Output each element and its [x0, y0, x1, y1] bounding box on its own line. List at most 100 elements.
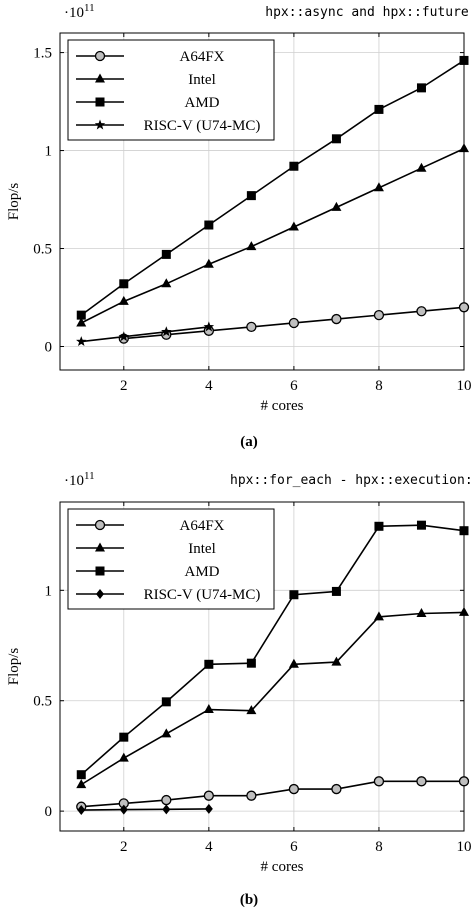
- x-tick-label: 6: [290, 839, 298, 855]
- chart-b: hpx::for_each - hpx::execution::par ·1011…: [6, 470, 474, 908]
- data-point-intel: [118, 752, 129, 762]
- data-point-intel: [416, 608, 427, 618]
- legend-label-a64fx: A64FX: [179, 518, 224, 534]
- legend-marker-a64fx: [94, 50, 106, 62]
- data-point-amd: [246, 191, 256, 201]
- series-group: [76, 520, 470, 816]
- y-axis-multiplier: ·1011: [64, 470, 95, 489]
- data-point-amd: [204, 220, 214, 230]
- legend: A64FX Intel AMD RISC-V (U74-MC): [67, 39, 275, 141]
- data-point-a64fx: [373, 776, 385, 787]
- plot-frame: [59, 501, 465, 832]
- legend-label-a64fx: A64FX: [179, 49, 224, 65]
- data-point-amd: [374, 521, 384, 531]
- data-point-a64fx: [458, 302, 470, 313]
- data-point-intel: [288, 658, 299, 668]
- data-point-intel: [76, 317, 87, 327]
- data-point-risc-v-u74-mc: [204, 803, 213, 814]
- data-point-intel: [246, 241, 257, 251]
- data-point-amd: [289, 161, 299, 171]
- data-point-amd: [459, 55, 469, 65]
- data-point-a64fx: [416, 306, 427, 317]
- legend-label-amd: AMD: [184, 95, 219, 111]
- y-tick-label: 1: [45, 583, 53, 599]
- series-line-amd: [80, 524, 465, 776]
- data-point-amd: [76, 770, 86, 780]
- y-axis-label: Flop/s: [6, 183, 22, 221]
- legend-marker-amd: [95, 97, 105, 107]
- legend-marker-intel: [95, 542, 105, 552]
- series-a64fx: [76, 776, 470, 812]
- data-point-intel: [373, 611, 384, 621]
- data-point-amd: [331, 586, 341, 596]
- data-point-intel: [331, 201, 342, 211]
- data-point-a64fx: [246, 790, 257, 801]
- legend-label-intel: Intel: [188, 72, 216, 88]
- y-axis-exponent: 11: [84, 2, 95, 14]
- data-point-amd: [374, 104, 384, 114]
- series-line-risc-v-u74-mc: [81, 326, 209, 343]
- x-tick-label: 10: [457, 378, 472, 394]
- y-axis-label: Flop/s: [6, 648, 22, 686]
- y-tick-label: 0: [45, 339, 53, 355]
- data-point-risc-v-u74-mc: [162, 804, 171, 815]
- data-point-a64fx: [288, 317, 300, 329]
- data-point-amd: [119, 279, 129, 289]
- legend-marker-a64fx: [94, 519, 106, 531]
- data-point-intel: [203, 704, 214, 714]
- data-point-intel: [459, 606, 469, 616]
- plot-frame: [59, 32, 465, 371]
- data-point-amd: [246, 658, 256, 668]
- y-tick-label: 1: [45, 144, 53, 160]
- chart-title: hpx::async and hpx::future: [265, 5, 469, 20]
- x-axis-label: # cores: [261, 398, 304, 414]
- data-point-a64fx: [416, 776, 427, 787]
- series-risc-v-u74-mc: [77, 803, 213, 816]
- legend-marker-risc-v-u74-mc: [96, 589, 104, 599]
- legend-label-amd: AMD: [184, 564, 219, 580]
- data-point-intel: [246, 705, 257, 715]
- y-axis-exponent: 11: [84, 470, 95, 482]
- data-point-amd: [119, 732, 129, 742]
- data-point-amd: [289, 590, 299, 600]
- data-point-amd: [161, 697, 171, 707]
- y-tick-label: 1.5: [33, 46, 52, 62]
- x-tick-label: 10: [457, 839, 472, 855]
- y-axis-multiplier: ·1011: [64, 2, 95, 21]
- data-point-intel: [288, 221, 299, 231]
- data-point-a64fx: [373, 309, 385, 321]
- data-point-risc-v-u74-mc: [118, 331, 130, 342]
- series-intel: [76, 606, 469, 789]
- x-tick-label: 6: [290, 378, 298, 394]
- series-risc-v-u74-mc: [76, 321, 215, 347]
- data-point-intel: [161, 278, 172, 288]
- series-amd: [76, 520, 469, 780]
- legend-marker-amd: [95, 566, 105, 576]
- data-point-a64fx: [288, 783, 300, 795]
- legend-label-intel: Intel: [188, 541, 216, 557]
- data-point-a64fx: [246, 321, 257, 333]
- data-point-a64fx: [203, 790, 214, 801]
- data-point-amd: [161, 249, 171, 259]
- data-point-intel: [118, 295, 129, 305]
- data-point-intel: [161, 728, 172, 738]
- data-point-risc-v-u74-mc: [77, 805, 86, 816]
- x-tick-label: 8: [375, 378, 383, 394]
- data-point-a64fx: [331, 783, 342, 795]
- y-tick-label: 0: [45, 804, 53, 820]
- figure-caption: (a): [240, 434, 258, 450]
- series-line-intel: [80, 611, 465, 786]
- series-line-intel: [80, 147, 465, 324]
- series-amd: [76, 55, 469, 320]
- series-group: [76, 55, 470, 347]
- data-point-a64fx: [331, 313, 342, 325]
- x-tick-label: 2: [120, 378, 128, 394]
- data-point-intel: [459, 143, 469, 153]
- legend-marker-intel: [95, 73, 105, 83]
- data-point-intel: [416, 162, 427, 172]
- data-point-amd: [459, 526, 469, 536]
- x-tick-label: 8: [375, 839, 383, 855]
- x-tick-label: 4: [205, 378, 213, 394]
- series-line-amd: [80, 59, 465, 316]
